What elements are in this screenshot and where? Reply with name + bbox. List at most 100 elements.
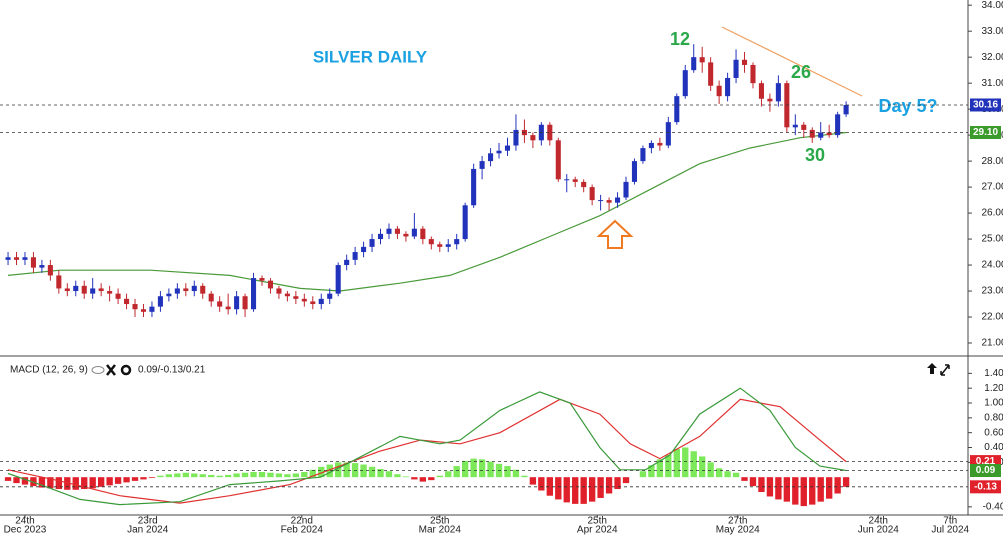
- candle-body: [750, 64, 756, 84]
- histogram-bar: [690, 451, 697, 478]
- candle-body: [310, 301, 316, 305]
- histogram-bar: [191, 473, 198, 478]
- histogram-bar: [13, 477, 20, 484]
- candle-body: [488, 153, 494, 162]
- candle-body: [496, 150, 502, 154]
- y-tick-label: 0.40: [984, 442, 1003, 453]
- x-tick-label: Jul 2024: [931, 525, 969, 535]
- histogram-bar: [4, 477, 12, 481]
- histogram-bar: [385, 471, 393, 478]
- candle-body: [56, 275, 62, 289]
- histogram-bar: [292, 473, 300, 478]
- candle-body: [699, 57, 705, 63]
- eye-icon[interactable]: [91, 366, 105, 374]
- candle-body: [792, 124, 798, 128]
- x-tick-label: Mar 2024: [419, 525, 462, 535]
- histogram-bar: [504, 466, 511, 478]
- candle-body: [5, 257, 11, 260]
- histogram-bar: [741, 477, 748, 481]
- histogram-bar: [842, 477, 850, 487]
- value-badge: [970, 480, 1001, 494]
- candle-body: [369, 239, 375, 247]
- histogram-bar: [834, 477, 841, 494]
- y-tick-label: 21.00: [981, 338, 1003, 349]
- histogram-bar: [216, 475, 223, 478]
- candle-body: [471, 168, 477, 206]
- candle-body: [149, 306, 155, 312]
- histogram-bar: [301, 471, 308, 478]
- value-badge-label: 0.09: [976, 465, 996, 476]
- candle-body: [801, 124, 807, 130]
- histogram-bar: [131, 477, 139, 481]
- close-icon[interactable]: [106, 364, 116, 376]
- macd-line: [7, 387, 847, 506]
- move-up-icon[interactable]: [927, 363, 937, 374]
- histogram-bar: [55, 477, 63, 490]
- y-tick-label: 28.00: [981, 156, 1003, 167]
- settings-icon[interactable]: [120, 364, 132, 376]
- candle-body: [259, 278, 265, 281]
- candle-body: [428, 239, 434, 245]
- value-badge: [970, 126, 1001, 140]
- value-badge: [970, 98, 1001, 112]
- histogram-bar: [157, 475, 164, 478]
- candle-body: [293, 296, 299, 299]
- candle-body: [716, 85, 722, 97]
- histogram-bar: [665, 454, 672, 478]
- histogram-bar: [436, 475, 443, 478]
- y-tick-label: 34.00: [981, 0, 1003, 11]
- candle-body: [835, 114, 841, 136]
- candle-body: [327, 293, 333, 299]
- candle-body: [818, 132, 824, 138]
- histogram-bar: [682, 447, 689, 478]
- x-tick-label: Feb 2024: [281, 525, 324, 535]
- histogram-bar: [402, 476, 410, 478]
- y-tick-label: -0.40: [983, 501, 1003, 512]
- candle-body: [318, 298, 324, 305]
- expand-icon[interactable]: [940, 364, 950, 376]
- candle-body: [725, 77, 731, 97]
- candle-body: [741, 59, 748, 65]
- candle-body: [665, 122, 671, 146]
- candle-body: [420, 228, 426, 240]
- candle-body: [47, 265, 53, 276]
- histogram-bar: [174, 473, 181, 478]
- x-tick-label: 25th: [430, 516, 449, 527]
- histogram-bar: [758, 477, 765, 493]
- x-tick-label: 25th: [587, 516, 606, 527]
- candle-body: [631, 161, 638, 182]
- histogram-bar: [250, 471, 257, 478]
- y-tick-label: 27.00: [981, 182, 1003, 193]
- histogram-bar: [715, 468, 723, 478]
- candle-body: [242, 296, 248, 310]
- histogram-bar: [377, 469, 384, 478]
- candle-body: [157, 296, 163, 307]
- histogram-bar: [64, 477, 71, 490]
- value-badge-label: 29.10: [973, 127, 998, 138]
- histogram-bar: [148, 477, 156, 478]
- candle-body: [234, 296, 240, 310]
- candle-body: [30, 257, 36, 268]
- annotation: 12: [670, 29, 690, 49]
- x-tick-label: 24th: [15, 516, 34, 527]
- candle-body: [572, 179, 578, 182]
- candle-body: [581, 181, 587, 188]
- y-tick-label: 31.00: [981, 78, 1003, 89]
- candle-body: [547, 124, 553, 141]
- y-tick-label: 32.00: [981, 52, 1003, 63]
- histogram-bar: [800, 477, 807, 507]
- candle-body: [166, 293, 172, 297]
- candle-body: [504, 145, 511, 151]
- candle-body: [614, 197, 621, 203]
- histogram-bar: [72, 477, 79, 490]
- histogram-bar: [368, 466, 376, 478]
- annotation: 26: [791, 62, 811, 82]
- candle-body: [767, 98, 773, 102]
- candle-body: [479, 161, 485, 169]
- x-tick-label: Apr 2024: [577, 525, 618, 535]
- candle-body: [200, 285, 206, 294]
- histogram-bar: [360, 464, 367, 478]
- histogram-bar: [639, 471, 647, 478]
- candle-body: [107, 291, 113, 294]
- histogram-bar: [343, 462, 350, 478]
